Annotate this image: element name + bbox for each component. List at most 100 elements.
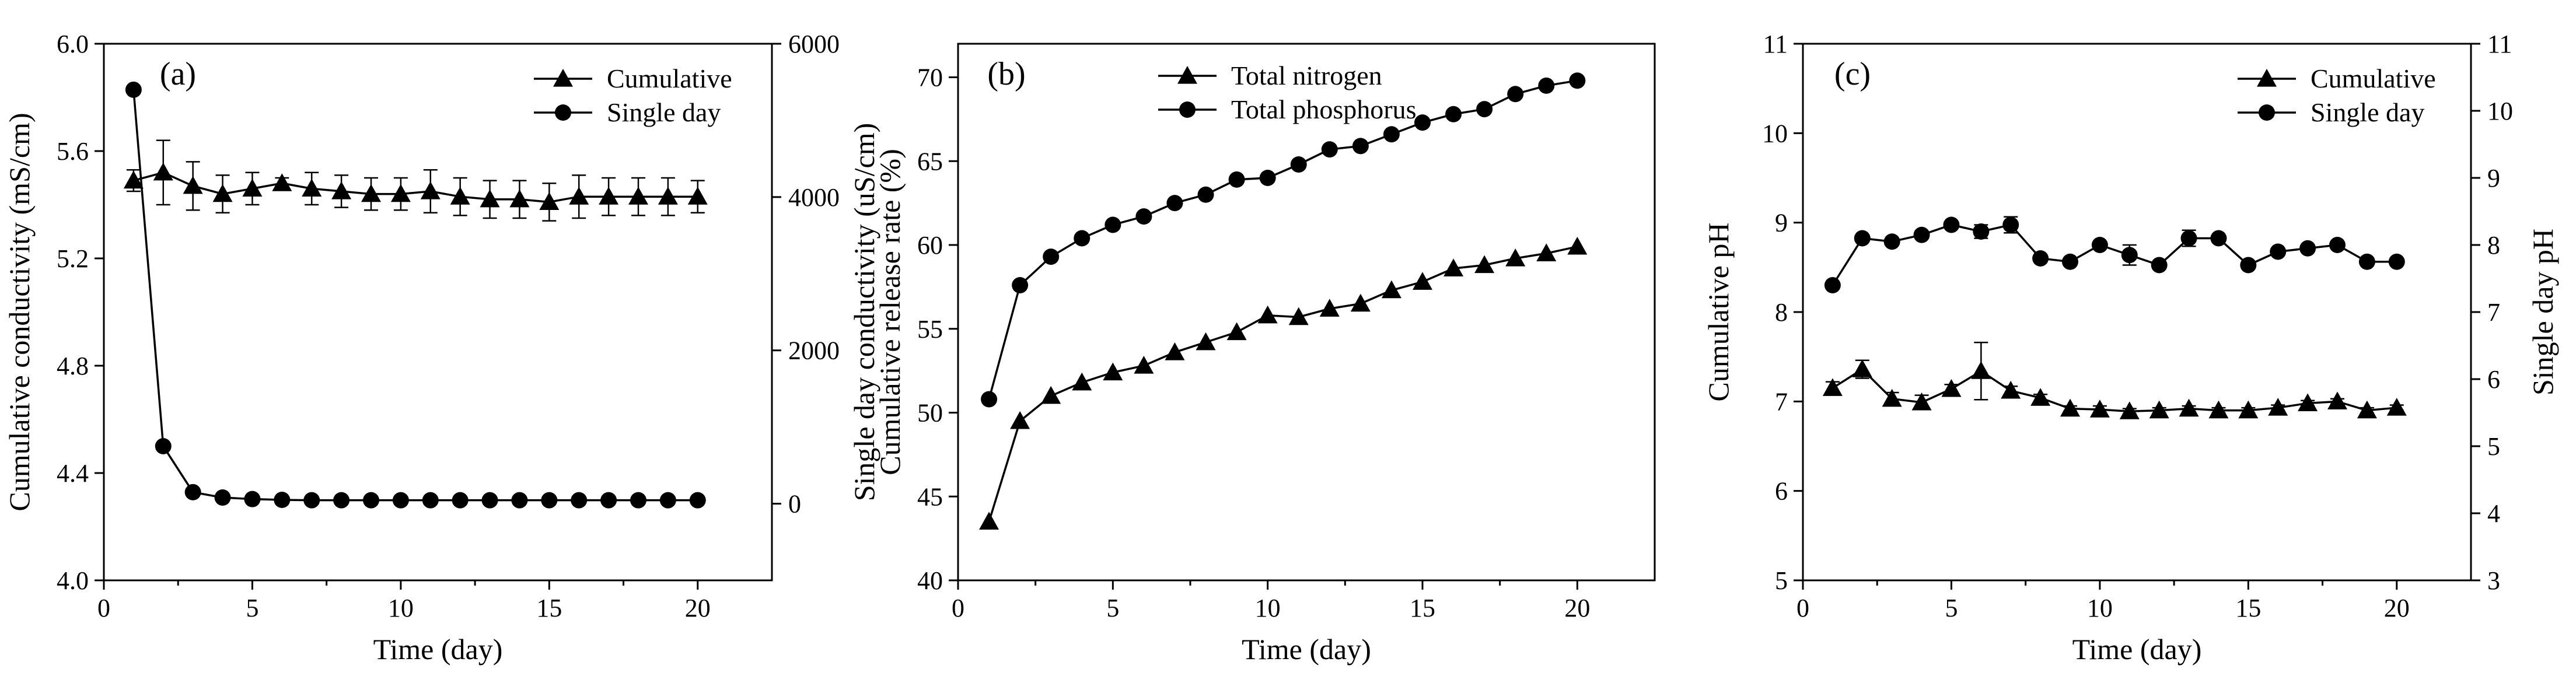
legend-label: Total phosphorus [1231, 94, 1417, 124]
data-point [569, 187, 589, 205]
data-point [1072, 372, 1092, 391]
data-point [2091, 237, 2108, 253]
data-point [541, 492, 558, 509]
data-point [571, 492, 588, 509]
data-point [1569, 72, 1586, 89]
y-tick-label: 5.6 [57, 137, 89, 166]
y-tick-label: 55 [917, 315, 943, 344]
y-tick-label: 40 [917, 566, 943, 595]
y-tick-label: 5 [1775, 566, 1788, 595]
data-point [1383, 126, 1400, 143]
data-point [1911, 392, 1932, 411]
data-point [333, 492, 350, 509]
data-point [480, 189, 500, 208]
data-point [1854, 230, 1871, 247]
data-point [392, 492, 409, 509]
data-point [1443, 258, 1464, 276]
legend-marker [555, 104, 571, 121]
data-point [1971, 361, 1991, 379]
x-tick-label: 10 [1255, 594, 1281, 622]
data-point [184, 484, 201, 500]
y-tick-label: 6 [1775, 477, 1788, 506]
panel-label: (b) [987, 56, 1025, 92]
data-point [1166, 195, 1183, 212]
data-point [2299, 240, 2316, 257]
y2-tick-label: 4 [2487, 499, 2500, 528]
data-point [244, 491, 261, 507]
data-point [1010, 411, 1030, 429]
data-point [1445, 106, 1462, 122]
data-point [1883, 233, 1900, 250]
data-point [2268, 398, 2288, 416]
data-point [2032, 250, 2049, 267]
data-point [1012, 277, 1029, 293]
y2-tick-label: 5 [2487, 432, 2500, 461]
data-point [1257, 305, 1278, 324]
data-point [450, 187, 470, 205]
x-tick-label: 0 [97, 594, 110, 622]
data-point [361, 184, 381, 202]
data-point [303, 492, 320, 509]
series-cumulative [123, 139, 708, 222]
data-point [155, 438, 172, 454]
y2-tick-label: 6000 [788, 30, 840, 58]
y2-tick-label: 2000 [788, 337, 840, 365]
y2-tick-label: 7 [2487, 298, 2500, 327]
data-point [1381, 280, 1401, 299]
legend-marker [2259, 104, 2275, 121]
data-point [1538, 77, 1555, 94]
y2-axis-title: Single day conductivity (uS/cm) [848, 123, 880, 502]
data-point [1822, 378, 1843, 396]
y-tick-label: 50 [917, 399, 943, 428]
y-tick-label: 8 [1775, 298, 1788, 327]
data-point [1476, 101, 1493, 118]
y-tick-label: 4.0 [57, 566, 89, 595]
data-point [183, 176, 203, 194]
legend-marker [553, 69, 573, 87]
y-tick-label: 7 [1775, 387, 1788, 416]
panel-label: (a) [160, 56, 196, 92]
x-tick-label: 10 [2087, 594, 2113, 622]
y2-tick-label: 10 [2487, 97, 2513, 125]
data-point [331, 181, 352, 199]
plot-frame [957, 43, 1656, 582]
data-point [1505, 248, 1526, 267]
data-point [274, 492, 291, 508]
data-point [1105, 216, 1121, 233]
data-point [452, 492, 469, 509]
data-point [511, 492, 528, 509]
data-point [1474, 255, 1495, 274]
data-point [1414, 114, 1431, 131]
data-point [1536, 243, 1557, 261]
legend-marker [1179, 101, 1196, 118]
data-point [2210, 230, 2227, 247]
data-point [2149, 400, 2169, 419]
data-point [658, 187, 678, 205]
data-point [1074, 230, 1090, 247]
x-tick-label: 10 [388, 594, 414, 622]
data-point [2151, 257, 2168, 274]
x-tick-label: 15 [1410, 594, 1435, 622]
x-tick-label: 5 [1106, 594, 1119, 622]
data-point [689, 492, 706, 509]
x-axis-title: Time (day) [1242, 633, 1371, 666]
x-axis-title: Time (day) [373, 633, 503, 666]
data-point [2121, 247, 2138, 264]
y2-tick-label: 3 [2487, 566, 2500, 595]
data-point [481, 492, 498, 509]
legend-marker [2257, 69, 2277, 87]
series-total-nitrogen [979, 236, 1588, 530]
data-point [2030, 388, 2051, 406]
x-tick-label: 20 [685, 594, 711, 622]
data-point [1941, 379, 1962, 397]
data-point [1043, 248, 1060, 265]
x-tick-label: 15 [2235, 594, 2261, 622]
y-axis-title: Cumulative conductivity (mS/cm) [3, 113, 36, 511]
y2-tick-label: 8 [2487, 231, 2500, 260]
data-point [1824, 277, 1841, 293]
data-point [2327, 391, 2347, 409]
legend-label: Single day [607, 97, 721, 127]
data-point [600, 492, 617, 509]
data-point [1413, 272, 1432, 290]
